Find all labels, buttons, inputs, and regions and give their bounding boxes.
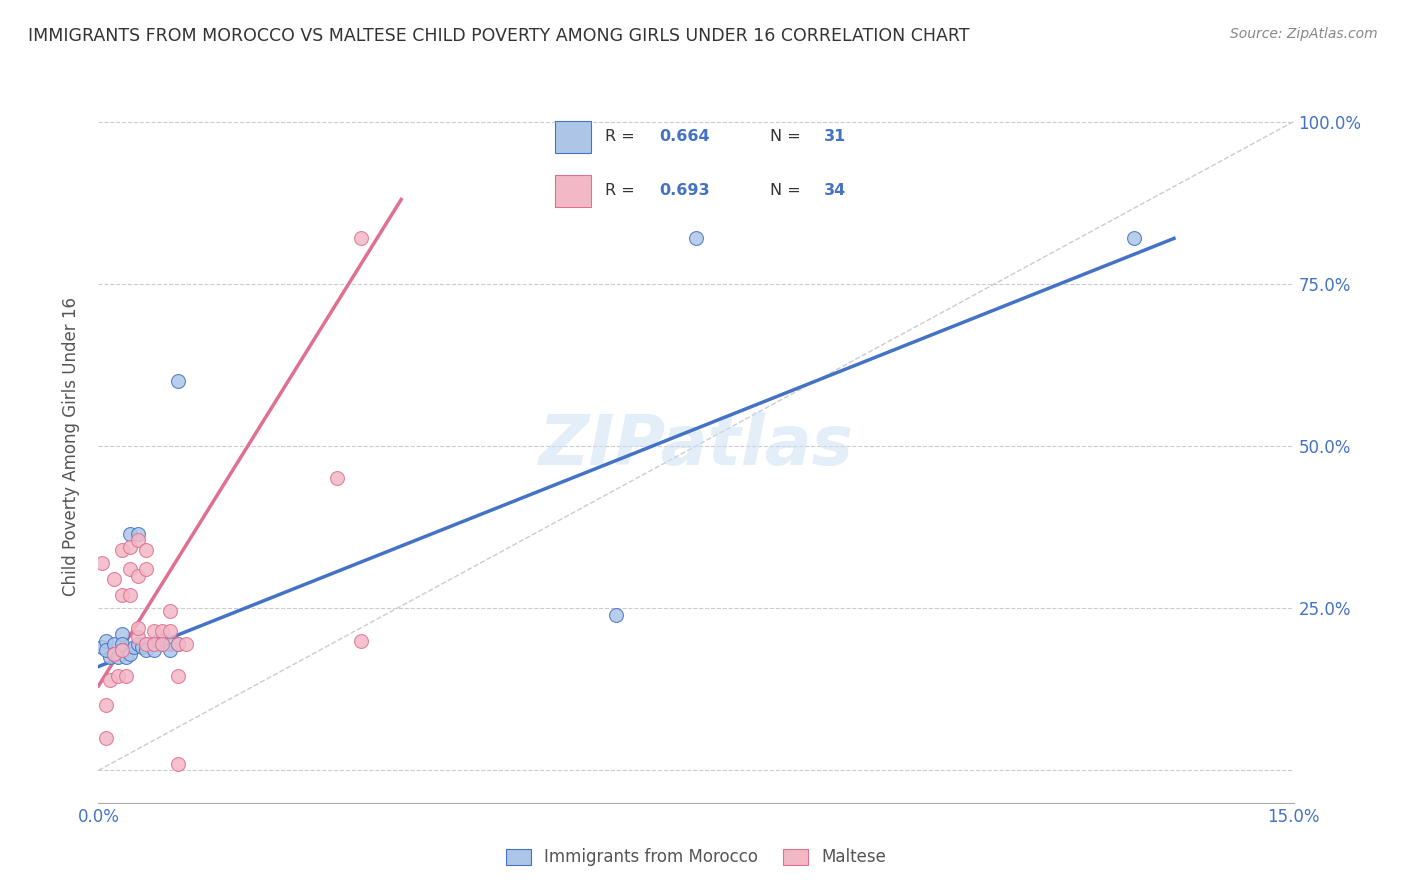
Point <box>167 669 190 683</box>
Point <box>167 374 190 388</box>
Point <box>605 607 627 622</box>
Point <box>685 231 707 245</box>
Point <box>174 637 197 651</box>
Point <box>143 637 166 651</box>
Point <box>120 562 142 576</box>
Y-axis label: Child Poverty Among Girls Under 16: Child Poverty Among Girls Under 16 <box>62 296 80 596</box>
Point <box>96 643 118 657</box>
Point <box>159 643 181 657</box>
Point <box>150 637 173 651</box>
Point <box>103 572 125 586</box>
Point <box>135 643 157 657</box>
Point <box>167 637 190 651</box>
Point <box>127 621 149 635</box>
Point <box>111 643 134 657</box>
Point <box>111 588 134 602</box>
Point <box>100 673 122 687</box>
Point <box>127 631 149 645</box>
Point <box>91 640 114 654</box>
Point <box>115 649 138 664</box>
Point <box>143 643 166 657</box>
Point <box>326 471 349 485</box>
Point <box>350 633 373 648</box>
Point <box>150 637 173 651</box>
Point <box>124 640 146 654</box>
Point <box>127 533 149 547</box>
Point <box>103 647 125 661</box>
Point <box>96 633 118 648</box>
Point <box>120 647 142 661</box>
Point <box>135 637 157 651</box>
Point <box>111 542 134 557</box>
Point <box>96 731 118 745</box>
Point <box>167 756 190 771</box>
Point <box>350 231 373 245</box>
Point <box>127 526 149 541</box>
Point <box>135 637 157 651</box>
Text: ZIPatlas: ZIPatlas <box>538 412 853 480</box>
Point <box>100 649 122 664</box>
Point <box>120 540 142 554</box>
Point <box>120 588 142 602</box>
Point <box>120 526 142 541</box>
Point <box>159 604 181 618</box>
Point <box>148 633 170 648</box>
Point <box>135 562 157 576</box>
Point <box>150 624 173 638</box>
Point <box>111 627 134 641</box>
Point <box>127 637 149 651</box>
Point <box>143 637 166 651</box>
Point <box>96 698 118 713</box>
Point <box>107 649 129 664</box>
Point <box>127 568 149 582</box>
Point <box>115 669 138 683</box>
Point <box>1123 231 1146 245</box>
Point <box>159 637 181 651</box>
Point <box>167 637 190 651</box>
Legend: Immigrants from Morocco, Maltese: Immigrants from Morocco, Maltese <box>499 842 893 873</box>
Point <box>111 637 134 651</box>
Point <box>107 669 129 683</box>
Point <box>159 624 181 638</box>
Text: Source: ZipAtlas.com: Source: ZipAtlas.com <box>1230 27 1378 41</box>
Point <box>150 633 173 648</box>
Point <box>111 643 134 657</box>
Point <box>103 647 125 661</box>
Point <box>135 542 157 557</box>
Point <box>143 624 166 638</box>
Point <box>103 637 125 651</box>
Text: IMMIGRANTS FROM MOROCCO VS MALTESE CHILD POVERTY AMONG GIRLS UNDER 16 CORRELATIO: IMMIGRANTS FROM MOROCCO VS MALTESE CHILD… <box>28 27 970 45</box>
Point <box>91 556 114 570</box>
Point <box>131 640 153 654</box>
